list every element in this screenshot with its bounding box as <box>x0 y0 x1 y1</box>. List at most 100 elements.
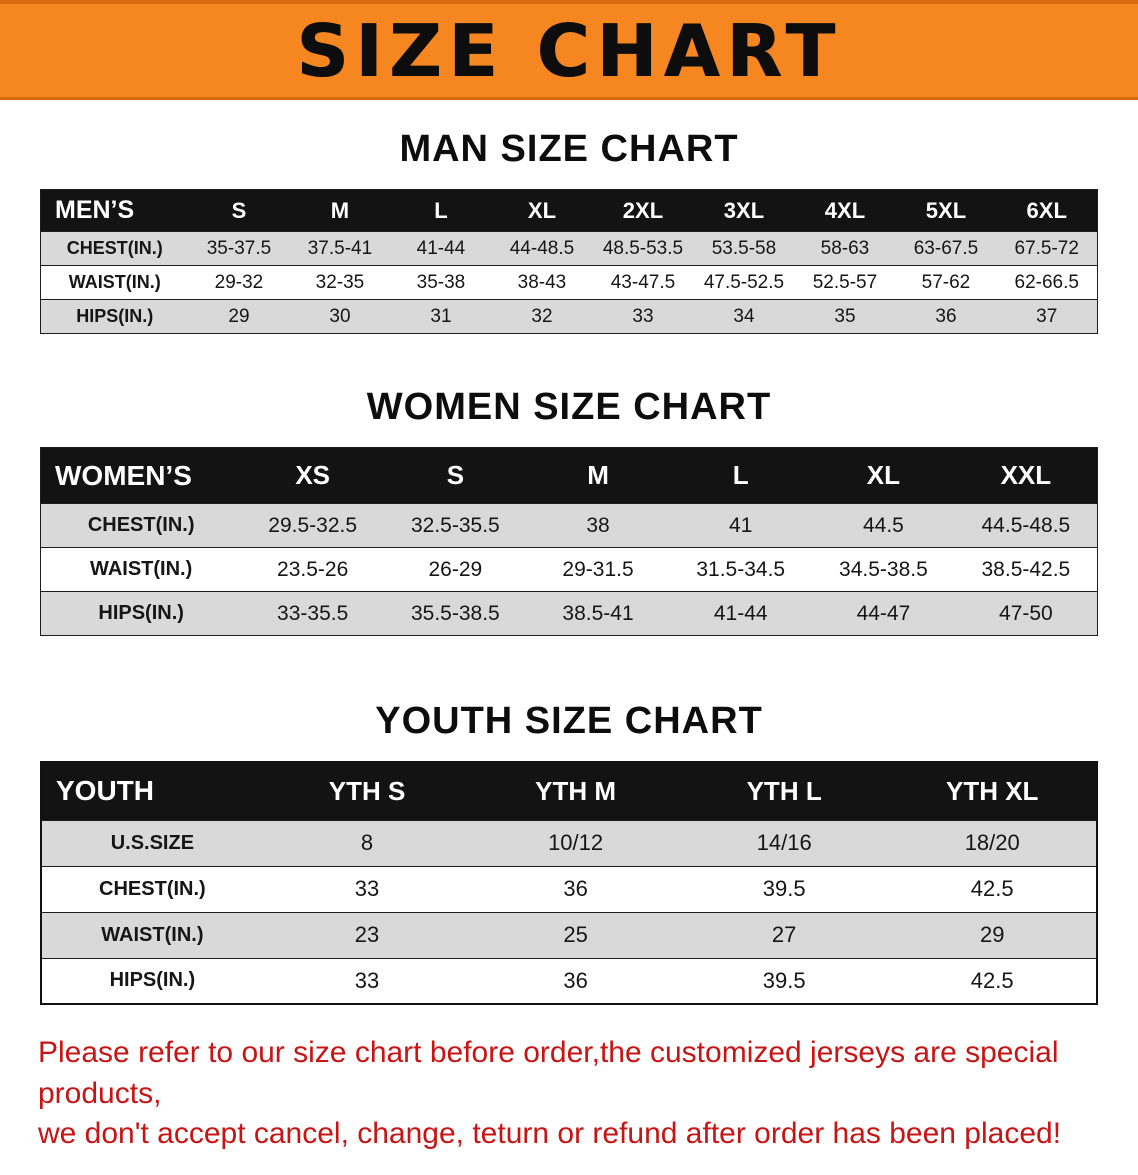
value-cell: 29 <box>979 922 1005 947</box>
youth-size-chart-heading: YOUTH SIZE CHART <box>375 700 763 742</box>
row-label: HIPS(IN.) <box>109 969 196 992</box>
value-cell: 57-62 <box>921 271 971 293</box>
value-cell: 29-32 <box>214 271 264 293</box>
notice-line-1: Please refer to our size chart before or… <box>38 1036 1059 1110</box>
value-cell: 31.5-34.5 <box>696 557 786 581</box>
size-header-cell: YTH M <box>471 762 680 820</box>
measurement-row: WAIST(IN.) 23 25 27 29 <box>41 912 1097 958</box>
row-label: U.S.SIZE <box>110 831 195 854</box>
value-cell: 38.5-42.5 <box>981 557 1071 581</box>
men-size-chart-heading: MAN SIZE CHART <box>399 128 739 170</box>
value-cell: 27 <box>771 922 797 947</box>
value-cell: 47-50 <box>999 601 1053 625</box>
value-cell: 42.5 <box>970 876 1014 901</box>
value-cell: 25 <box>563 922 588 947</box>
value-cell: 31 <box>430 305 452 327</box>
measurement-row: WAIST(IN.) 29-32 32-35 35-38 38-43 43-47.5 47.… <box>40 265 1098 300</box>
women-size-table: WOMEN’S XS S M L XL XXL CHEST(IN.) 29.5-32.5 32.5… <box>40 447 1098 636</box>
value-cell: 41-44 <box>713 601 768 625</box>
size-header-cell: L <box>669 447 813 504</box>
row-label: WAIST(IN.) <box>90 558 193 580</box>
value-cell: 36 <box>935 305 957 327</box>
measurement-row: CHEST(IN.) 33 36 39.5 42.5 <box>41 866 1097 912</box>
size-header-cell: XL <box>491 189 593 232</box>
value-cell: 67.5-72 <box>1014 237 1079 259</box>
value-cell: 8 <box>360 830 374 855</box>
value-cell: 30 <box>329 305 351 327</box>
value-cell: 41-44 <box>416 237 466 259</box>
value-cell: 53.5-58 <box>711 237 777 259</box>
row-label: CHEST(IN.) <box>99 877 206 900</box>
value-cell: 35.5-38.5 <box>410 601 500 625</box>
value-cell: 37 <box>1036 305 1058 327</box>
measurement-row: CHEST(IN.) 29.5-32.5 32.5-35.5 38 41 44.5 44.5… <box>40 503 1098 548</box>
value-cell: 32.5-35.5 <box>410 513 500 537</box>
measurement-row: HIPS(IN.) 33-35.5 35.5-38.5 38.5-41 41-44 44-… <box>40 591 1098 636</box>
value-cell: 23 <box>354 922 380 947</box>
size-header-cell: XS <box>241 447 385 504</box>
size-header-cell: 3XL <box>693 189 795 232</box>
value-cell: 34.5-38.5 <box>839 557 928 581</box>
size-header-cell: YTH L <box>679 762 889 820</box>
value-cell: 41 <box>729 513 753 537</box>
value-cell: 14/16 <box>756 830 812 855</box>
size-header-cell: S <box>188 189 290 232</box>
size-header-cell: S <box>384 447 527 504</box>
value-cell: 35 <box>834 305 856 327</box>
size-header-cell: 6XL <box>996 189 1098 232</box>
value-cell: 32 <box>531 305 553 327</box>
row-label: HIPS(IN.) <box>98 602 184 624</box>
size-header-cell: L <box>390 189 492 232</box>
row-label: WAIST(IN.) <box>68 272 161 292</box>
women-size-chart-heading: WOMEN SIZE CHART <box>366 386 772 428</box>
size-header-cell: XXL <box>954 447 1098 504</box>
title-banner: SIZE CHART <box>0 0 1138 100</box>
row-label: WAIST(IN.) <box>101 923 204 946</box>
size-header-cell: 5XL <box>895 189 997 232</box>
value-cell: 58-63 <box>820 237 870 259</box>
value-cell: 35-37.5 <box>206 237 272 259</box>
value-cell: 33-35.5 <box>277 601 349 625</box>
value-cell: 23.5-26 <box>277 557 349 581</box>
table-title-cell: WOMEN’S <box>40 447 242 504</box>
value-cell: 36 <box>563 967 588 993</box>
value-cell: 34 <box>733 305 755 327</box>
size-header-cell: M <box>289 189 391 232</box>
size-header-cell: YTH S <box>262 762 472 820</box>
header-row: WOMEN’S XS S M L XL XXL <box>40 447 1098 504</box>
header-row: MEN’S S M L XL 2XL 3XL 4XL 5XL 6XL <box>40 189 1098 232</box>
value-cell: 33 <box>632 305 654 327</box>
value-cell: 47.5-52.5 <box>703 271 785 293</box>
value-cell: 38 <box>586 513 610 537</box>
men-size-chart-section: MAN SIZE CHART MEN’S S M L XL 2XL 3XL 4XL 5XL 6XL C… <box>0 128 1138 334</box>
value-cell: 35-38 <box>416 271 466 293</box>
size-header-cell: 4XL <box>794 189 896 232</box>
value-cell: 44.5-48.5 <box>981 513 1071 537</box>
row-label: CHEST(IN.) <box>87 514 195 536</box>
header-row: YOUTH YTH S YTH M YTH L YTH XL <box>41 762 1097 820</box>
table-title-cell: MEN’S <box>40 189 189 232</box>
value-cell: 26-29 <box>428 557 483 581</box>
measurement-row: HIPS(IN.) 33 36 39.5 42.5 <box>41 958 1097 1004</box>
table-title-cell: YOUTH <box>41 762 263 820</box>
value-cell: 52.5-57 <box>812 271 878 293</box>
value-cell: 63-67.5 <box>913 237 979 259</box>
value-cell: 38.5-41 <box>562 601 634 625</box>
value-cell: 10/12 <box>548 830 604 855</box>
youth-size-table: YOUTH YTH S YTH M YTH L YTH XL U.S.SIZE 8 10/12… <box>40 761 1098 1005</box>
measurement-row: WAIST(IN.) 23.5-26 26-29 29-31.5 31.5-34.5 34… <box>40 547 1098 592</box>
measurement-row: U.S.SIZE 8 10/12 14/16 18/20 <box>41 820 1097 866</box>
row-label: CHEST(IN.) <box>66 238 163 258</box>
page-title: SIZE CHART <box>296 8 842 93</box>
value-cell: 43-47.5 <box>610 271 676 293</box>
men-size-table: MEN’S S M L XL 2XL 3XL 4XL 5XL 6XL CHEST(IN.) 35-37… <box>40 189 1098 334</box>
measurement-row: CHEST(IN.) 35-37.5 37.5-41 41-44 44-48.5 48.5… <box>40 231 1098 266</box>
row-label: HIPS(IN.) <box>76 306 154 326</box>
value-cell: 39.5 <box>762 876 806 901</box>
value-cell: 32-35 <box>315 271 365 293</box>
value-cell: 44-47 <box>856 601 911 625</box>
women-size-chart-section: WOMEN SIZE CHART WOMEN’S XS S M L XL XXL CHEST(I… <box>0 386 1138 636</box>
value-cell: 29 <box>228 305 250 327</box>
value-cell: 62-66.5 <box>1014 271 1079 293</box>
footer-notice: Please refer to our size chart before or… <box>38 1033 1100 1155</box>
